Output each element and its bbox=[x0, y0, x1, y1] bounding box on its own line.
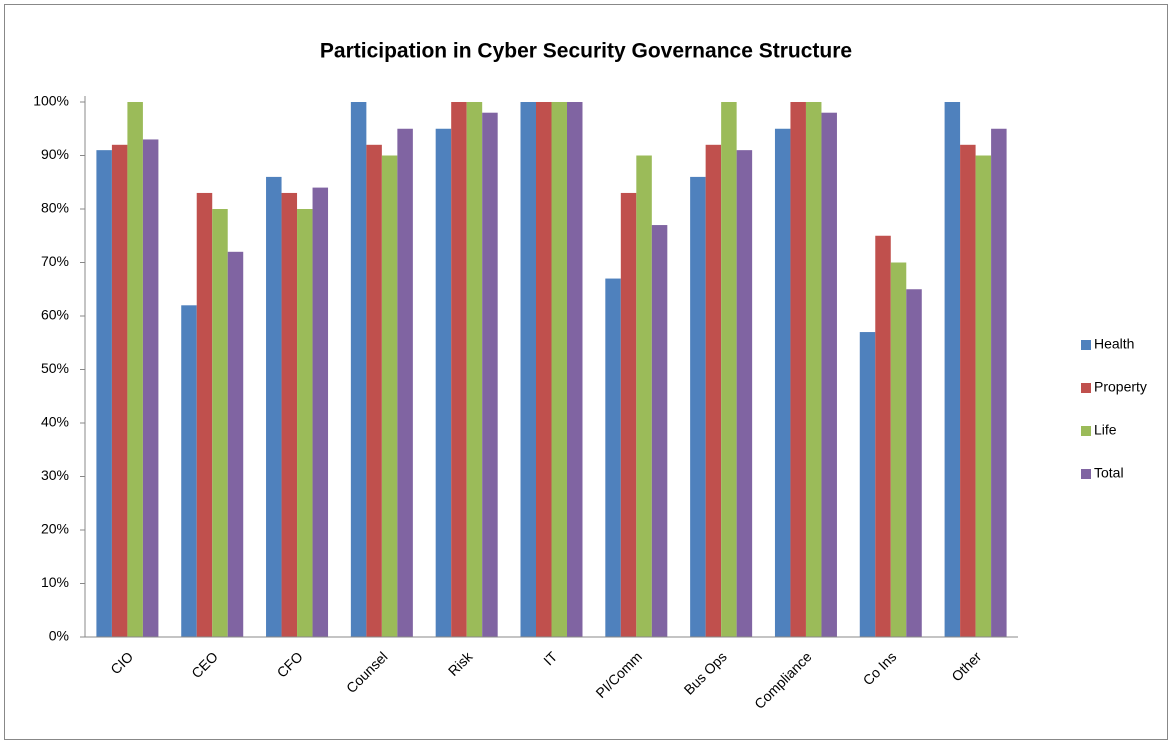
y-tick-label: 30% bbox=[41, 467, 69, 483]
bar bbox=[944, 102, 961, 637]
bar bbox=[551, 102, 567, 637]
legend-swatch bbox=[1081, 426, 1091, 436]
y-tick-label: 100% bbox=[33, 93, 69, 109]
bar bbox=[859, 332, 876, 637]
bar bbox=[620, 192, 637, 637]
y-tick-label: 0% bbox=[49, 628, 69, 644]
legend-swatch bbox=[1081, 469, 1091, 479]
legend-swatch bbox=[1081, 383, 1091, 393]
bar bbox=[281, 192, 298, 637]
bar bbox=[790, 102, 806, 637]
bar bbox=[196, 192, 213, 637]
bar bbox=[805, 102, 822, 637]
bar bbox=[721, 102, 737, 637]
bar bbox=[435, 128, 452, 637]
bar bbox=[960, 144, 976, 638]
bar bbox=[297, 209, 313, 637]
bar bbox=[774, 128, 791, 637]
legend-label: Property bbox=[1094, 379, 1147, 395]
chart-title: Participation in Cyber Security Governan… bbox=[320, 40, 852, 63]
bar bbox=[96, 150, 112, 637]
bar bbox=[381, 155, 398, 637]
bar bbox=[366, 144, 382, 638]
y-tick-label: 50% bbox=[41, 360, 69, 376]
bar bbox=[466, 102, 483, 637]
bar bbox=[520, 102, 536, 637]
bar bbox=[350, 102, 367, 637]
bar bbox=[975, 155, 992, 637]
bar bbox=[906, 289, 922, 637]
y-tick-label: 70% bbox=[41, 253, 69, 269]
bar bbox=[651, 225, 668, 638]
y-tick-label: 90% bbox=[41, 146, 69, 162]
bar bbox=[567, 102, 583, 637]
bar bbox=[605, 278, 621, 637]
legend-label: Life bbox=[1094, 422, 1117, 438]
y-tick-label: 40% bbox=[41, 414, 69, 430]
y-tick-label: 10% bbox=[41, 574, 69, 590]
y-tick-label: 20% bbox=[41, 521, 69, 537]
bar bbox=[142, 139, 159, 637]
bar bbox=[890, 262, 907, 637]
legend-label: Health bbox=[1094, 336, 1134, 352]
bar bbox=[536, 102, 552, 637]
bar bbox=[212, 209, 228, 637]
bar bbox=[451, 102, 467, 637]
bar bbox=[690, 176, 706, 637]
bar bbox=[111, 144, 128, 638]
bar bbox=[991, 128, 1007, 637]
y-tick-label: 60% bbox=[41, 307, 69, 323]
legend-label: Total bbox=[1094, 465, 1124, 481]
bar bbox=[127, 102, 143, 637]
bar bbox=[636, 155, 652, 637]
bar bbox=[482, 112, 498, 637]
bar bbox=[821, 112, 837, 637]
bar bbox=[736, 150, 753, 637]
bar bbox=[705, 144, 722, 638]
bar bbox=[266, 176, 282, 637]
bar bbox=[227, 251, 244, 638]
bar bbox=[397, 128, 413, 637]
bar bbox=[875, 235, 891, 637]
bar bbox=[181, 305, 197, 637]
bar bbox=[312, 187, 329, 637]
legend-swatch bbox=[1081, 340, 1091, 350]
y-tick-label: 80% bbox=[41, 200, 69, 216]
